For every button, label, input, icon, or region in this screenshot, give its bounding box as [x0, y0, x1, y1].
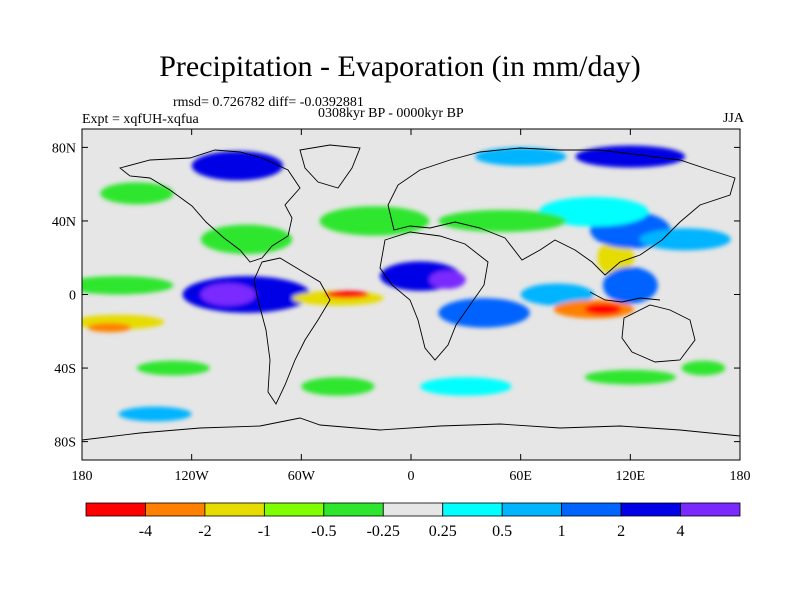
colorbar-swatch: [561, 502, 622, 517]
colorbar-label: 0.5: [492, 523, 512, 540]
field-region: [118, 406, 192, 422]
colorbar: -4 -2 -1 -0.5 -0.25 0.25 0.5 1 2 4: [85, 502, 741, 540]
colorbar-swatch: [501, 502, 563, 517]
x-tick-label: 120W: [175, 469, 210, 484]
field-region: [520, 283, 594, 306]
colorbar-swatch: [382, 502, 444, 517]
colorbar-label: -4: [139, 523, 152, 540]
x-tick-label: 60E: [509, 469, 532, 484]
field-region: [200, 283, 256, 306]
field-region: [429, 270, 466, 289]
x-tick-label: 120E: [616, 469, 646, 484]
field-region: [136, 360, 210, 376]
x-tick-label: 180: [730, 469, 751, 484]
field-region: [191, 151, 284, 181]
field-region: [438, 298, 530, 328]
colorbar-label: -0.5: [311, 523, 336, 540]
coastline-eurasia: [387, 147, 736, 276]
y-tick-label: 80N: [52, 141, 76, 156]
field-layer: [82, 145, 731, 422]
coastline-antarctica: [82, 417, 740, 441]
field-region: [597, 239, 634, 277]
y-axis-ticks: 80N 40N 0 40S 80S: [52, 141, 740, 451]
field-region: [538, 197, 649, 227]
field-region: [82, 276, 174, 295]
coastline-australia: [621, 304, 696, 363]
colorbar-label: 4: [677, 523, 685, 540]
y-tick-label: 0: [69, 289, 76, 304]
season-label: JJA: [722, 111, 744, 126]
page-title: Precipitation - Evaporation (in mm/day): [159, 50, 641, 83]
colorbar-label: 2: [617, 523, 625, 540]
field-region: [420, 377, 512, 396]
coastline-north-america: [119, 149, 301, 263]
coastline-africa: [379, 231, 489, 361]
rmsd-diff-label: rmsd= 0.726782 diff= -0.0392881: [173, 95, 364, 110]
x-tick-label: 180: [72, 469, 93, 484]
field-region: [325, 290, 369, 299]
x-axis-ticks: 180 120W 60W 0 60E 120E 180: [72, 129, 751, 484]
y-tick-label: 40N: [52, 215, 76, 230]
colorbar-label: 0.25: [429, 523, 457, 540]
colorbar-label: -2: [198, 523, 211, 540]
field-region: [438, 209, 567, 232]
colorbar-swatch: [620, 502, 681, 517]
coastline-indonesia: [589, 291, 661, 303]
x-tick-label: 0: [408, 469, 415, 484]
field-region: [301, 377, 375, 396]
colorbar-swatch: [323, 502, 384, 517]
coastline-south-america: [253, 257, 331, 405]
field-region: [681, 360, 726, 376]
colorbar-label: 1: [558, 523, 566, 540]
y-tick-label: 80S: [54, 436, 76, 451]
colorbar-swatch: [145, 502, 206, 517]
field-region: [474, 147, 567, 166]
field-region: [200, 224, 293, 255]
field-region: [100, 182, 174, 205]
colorbar-swatch: [680, 502, 741, 517]
coastline-greenland: [299, 144, 361, 189]
experiment-label: Expt = xqfUH-xqfua: [82, 112, 199, 127]
colorbar-label: -0.25: [367, 523, 400, 540]
field-region: [575, 145, 686, 168]
field-region: [584, 369, 677, 385]
colorbar-swatch: [204, 502, 265, 517]
colorbar-label: -1: [258, 523, 271, 540]
map-panel: 180 120W 60W 0 60E 120E 180 80N 40N 0 40S 80S: [52, 128, 751, 484]
field-region: [87, 323, 132, 333]
field-region: [602, 266, 658, 304]
coastlines: [82, 144, 740, 441]
colorbar-swatch: [85, 502, 146, 517]
field-region: [639, 228, 731, 251]
colorbar-swatch: [442, 502, 503, 517]
y-tick-label: 40S: [54, 362, 76, 377]
field-region: [584, 303, 622, 315]
period-label: 0308kyr BP - 0000kyr BP: [318, 106, 464, 121]
x-tick-label: 60W: [288, 469, 316, 484]
colorbar-swatch: [263, 502, 325, 517]
field-region: [319, 206, 430, 236]
